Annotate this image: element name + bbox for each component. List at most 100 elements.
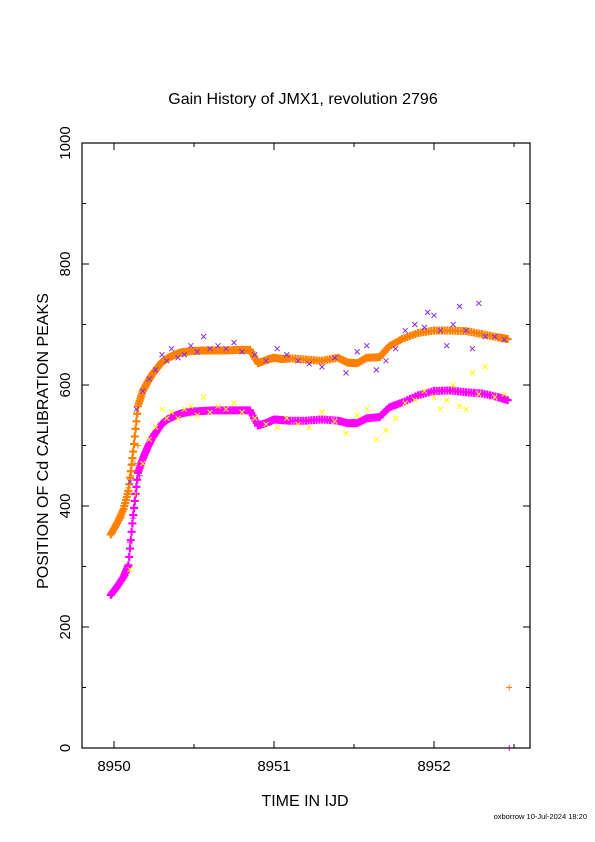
data-point [482,333,489,340]
data-point [463,406,469,413]
data-point [152,367,159,373]
data-point [306,424,313,431]
data-point [200,333,207,340]
data-point [239,348,245,355]
data-point [127,527,136,536]
data-point [131,424,140,433]
data-point [223,345,229,352]
data-point [146,436,153,443]
series-1 [106,386,512,599]
data-point [263,421,269,428]
data-point [126,544,134,553]
data-point [421,324,428,331]
data-point [128,519,137,528]
data-point [295,421,301,428]
y-tick-labels: 0 200 400 600 800 1000 [57,126,74,752]
data-point [373,367,380,373]
data-point [402,400,409,407]
data-point [123,563,130,570]
data-point [450,321,457,328]
data-point [146,376,153,382]
data-point [125,552,134,561]
data-point [363,342,370,349]
data-point [274,424,281,431]
x-tick-label: 8950 [97,758,130,775]
data-point [122,499,129,506]
chart-marks [106,300,513,751]
data-point [437,327,444,334]
data-point [469,370,476,376]
data-point [392,345,399,352]
y-axis-label: POSITION OF Cd CALIBRATION PEAKS [35,293,52,589]
data-point [133,490,140,497]
data-point [251,351,258,358]
data-point [283,351,290,358]
x-tick-label: 8952 [417,758,450,775]
data-point [456,303,463,310]
y-tick-label: 1000 [57,126,74,159]
data-point [130,504,138,513]
data-point [343,430,349,437]
y-tick-label: 400 [57,493,74,518]
data-point [475,391,482,397]
data-point [363,406,370,413]
series-3 [127,363,508,573]
x-tick-labels: 8950 8951 8952 [97,758,450,775]
data-point [463,327,469,334]
data-point [431,312,437,319]
data-point [127,539,133,546]
series-5 [123,472,513,751]
data-point [503,396,512,405]
data-point [163,415,170,422]
data-point [402,327,409,334]
data-point [187,403,194,410]
data-point [343,370,349,376]
data-point [306,360,313,367]
data-point [506,684,513,691]
y-tick-label: 600 [57,372,74,397]
data-point [125,484,132,491]
data-point [130,515,137,522]
data-point [187,342,194,349]
data-point [223,406,229,413]
data-point [215,403,221,410]
data-point [139,388,146,394]
data-point [181,351,188,358]
data-point [127,478,133,485]
data-point [274,345,281,352]
data-point [136,472,143,479]
data-point [215,342,221,349]
data-point [159,406,165,413]
data-point [443,342,450,349]
data-point [135,442,141,449]
data-point [501,336,508,343]
data-point [456,403,463,410]
data-point [168,409,175,416]
data-point [319,409,325,416]
data-point [450,382,457,388]
data-point [354,412,361,419]
data-point [168,345,175,352]
data-point [175,415,181,422]
data-point [133,406,140,413]
data-point [383,427,389,434]
data-point [129,447,138,456]
chart-title: Gain History of JMX1, revolution 2796 [168,91,438,108]
x-axis-label: TIME IN IJD [261,793,348,810]
data-point [491,394,498,400]
data-point [200,394,207,400]
data-point [126,536,135,545]
series-0 [106,326,512,539]
data-point [251,415,258,422]
data-point [373,436,380,443]
data-point [133,475,142,484]
series-2 [127,300,508,485]
data-point [132,417,141,426]
data-point [331,354,338,361]
data-point [119,515,125,522]
y-tick-label: 0 [57,744,74,752]
data-point [469,345,476,352]
data-point [475,300,482,307]
data-point [139,460,146,467]
